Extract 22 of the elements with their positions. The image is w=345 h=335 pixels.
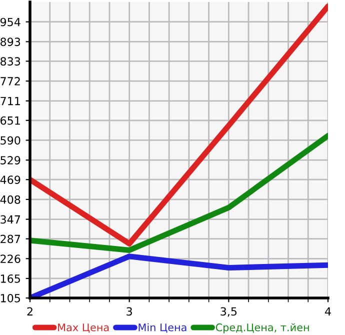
y-tick-label: 408	[0, 195, 20, 204]
x-tick-label: 4	[325, 307, 331, 316]
y-tick-label: 954	[0, 18, 20, 26]
y-tick-label: 651	[0, 116, 20, 125]
y-tick-label: 590	[0, 136, 20, 145]
x-tick-label: 2	[27, 307, 32, 316]
y-tick-label: 772	[0, 77, 20, 86]
y-tick-label: 529	[0, 156, 20, 164]
y-tick-label: 711	[0, 97, 20, 106]
y-tick-label: 469	[0, 176, 20, 184]
y-tick-label: 105	[0, 294, 20, 302]
y-tick-label: 347	[0, 215, 20, 224]
y-tick-label: 833	[0, 57, 20, 66]
legend-label: Min Цена	[138, 323, 186, 333]
legend-label: Max Цена	[58, 324, 109, 333]
y-tick-label: 165	[0, 274, 20, 283]
y-tick-label: 226	[0, 254, 20, 264]
y-tick-label: 893	[0, 38, 20, 46]
legend-label: Сред.Цена, т.йен	[216, 323, 309, 334]
x-tick-label: 3	[126, 307, 132, 316]
x-tick-label: 3,5	[220, 307, 237, 317]
y-tick-label: 287	[0, 234, 20, 244]
